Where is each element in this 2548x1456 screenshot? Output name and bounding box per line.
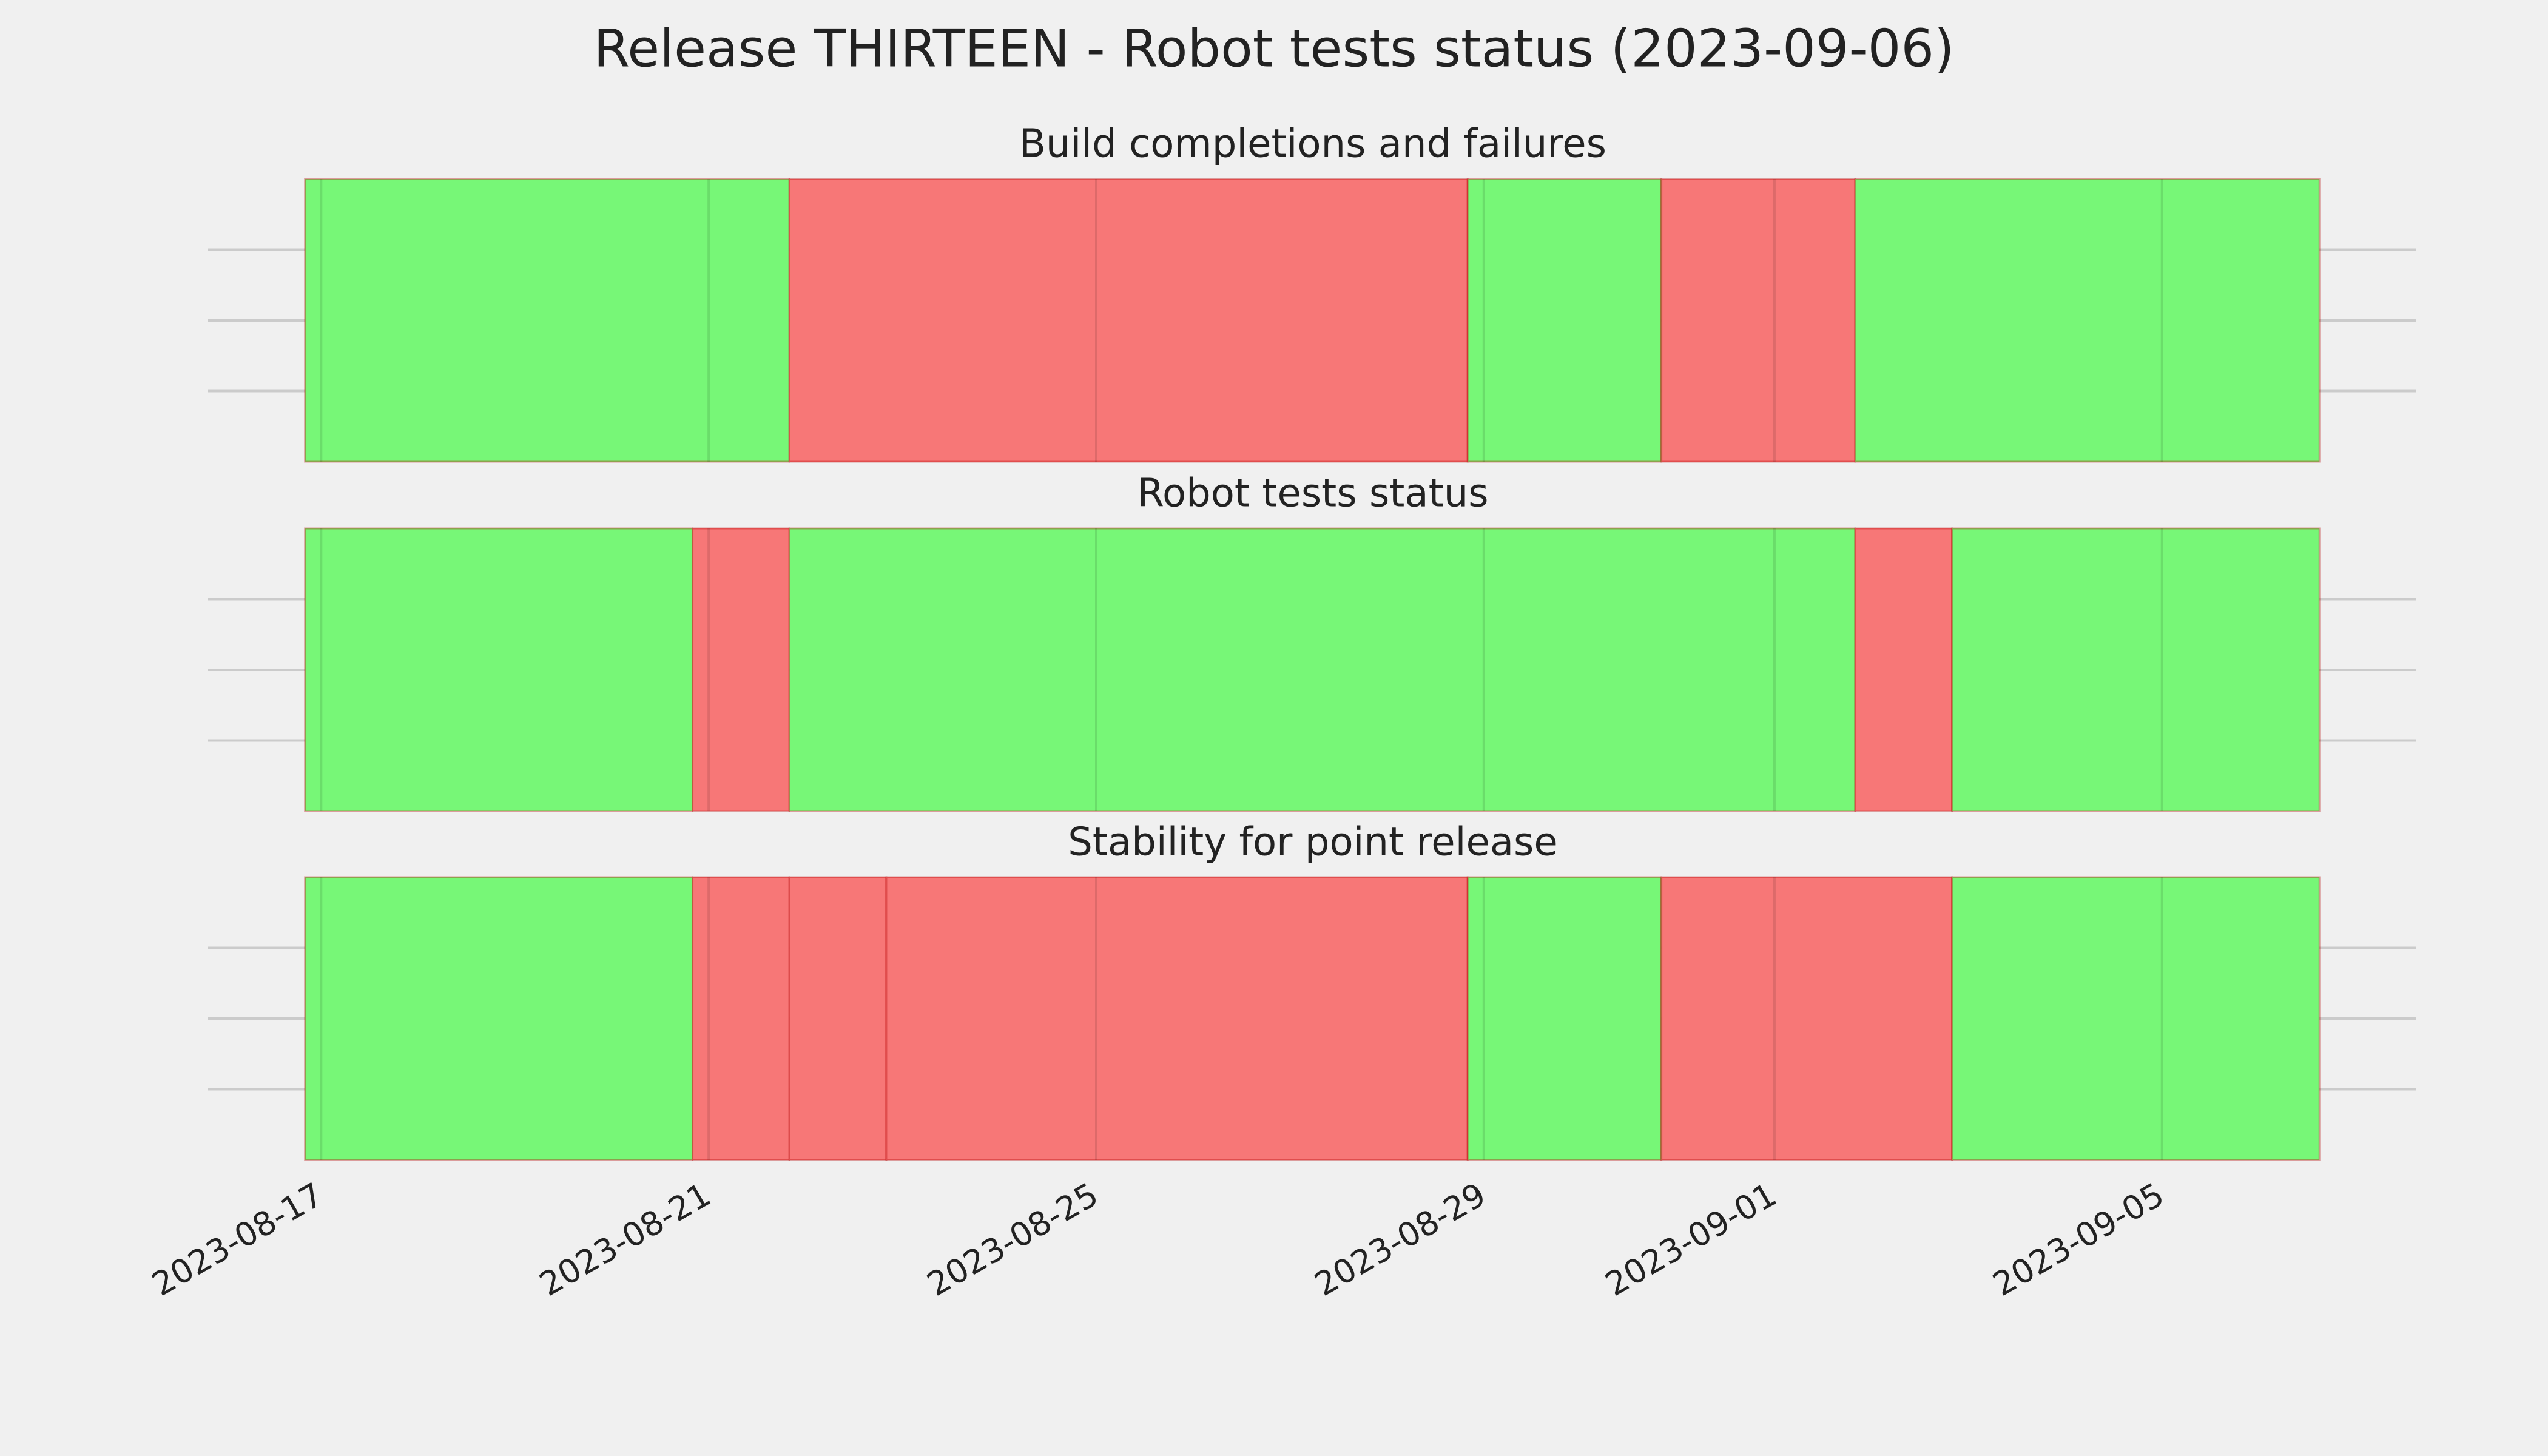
chart-title: Release THIRTEEN - Robot tests status (2… — [593, 18, 1954, 79]
subplot-title: Build completions and failures — [1019, 122, 1606, 167]
status-span — [1660, 178, 1856, 463]
x-tick-label: 2023-08-17 — [146, 1175, 329, 1303]
status-span — [692, 876, 790, 1161]
status-span — [1660, 876, 1953, 1161]
status-span — [1466, 178, 1663, 463]
subplot-title: Stability for point release — [1068, 820, 1558, 865]
status-span — [1951, 527, 2320, 812]
x-tick-label: 2023-09-05 — [1986, 1175, 2170, 1303]
subplot-title: Robot tests status — [1137, 471, 1488, 516]
status-span — [304, 178, 790, 463]
x-tick-label: 2023-08-21 — [533, 1175, 717, 1303]
status-span — [304, 876, 694, 1161]
status-span — [304, 527, 694, 812]
status-span — [1854, 178, 2320, 463]
status-span — [1951, 876, 2320, 1161]
status-span — [788, 527, 1856, 812]
x-tick-label: 2023-08-29 — [1308, 1175, 1492, 1303]
x-tick-label: 2023-08-25 — [921, 1175, 1105, 1303]
status-span — [885, 876, 1469, 1161]
status-span — [1466, 876, 1663, 1161]
status-span — [692, 527, 790, 812]
status-span — [1854, 527, 1953, 812]
x-tick-label: 2023-09-01 — [1599, 1175, 1782, 1303]
status-span — [788, 178, 1469, 463]
status-span — [788, 876, 888, 1161]
